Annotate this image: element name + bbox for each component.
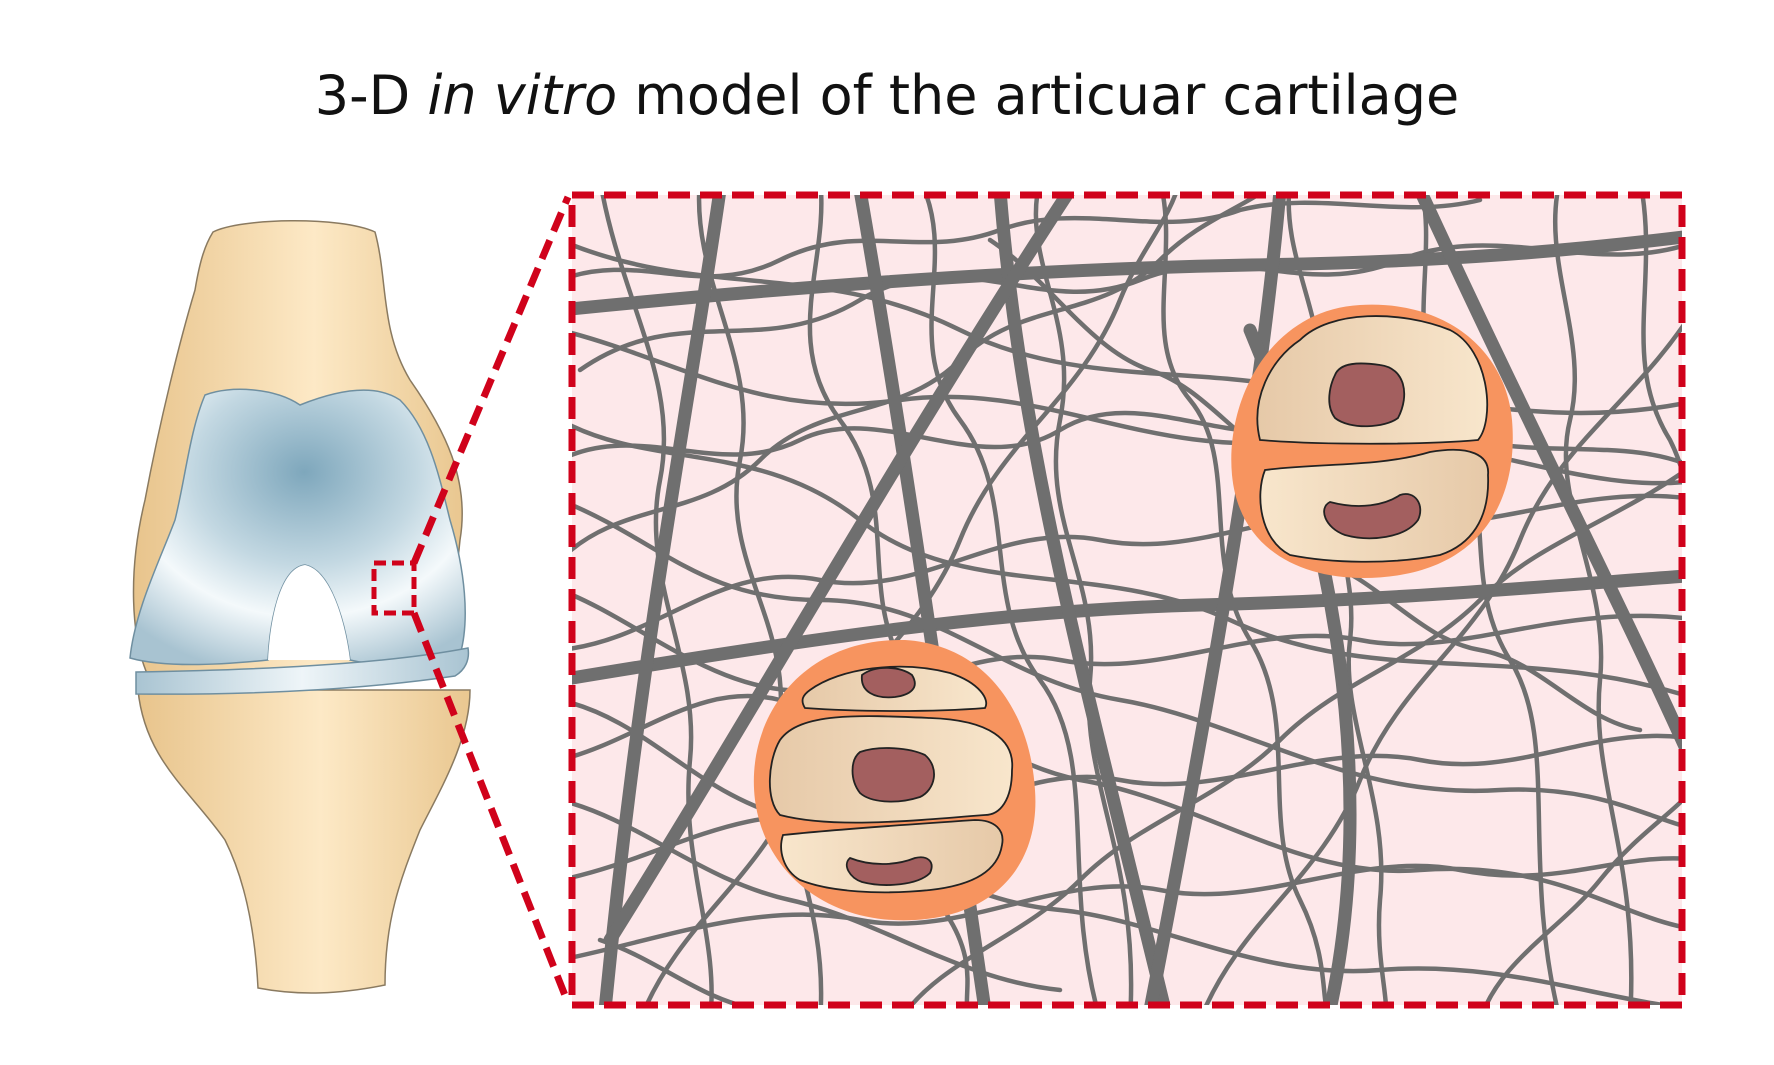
cartilage-matrix-zoom: [568, 191, 1686, 1009]
zoom-panel-frame: [568, 191, 1686, 1009]
nucleus: [845, 856, 933, 886]
figure-title: 3-D in vitro model of the articuar carti…: [0, 64, 1774, 127]
intercondylar-notch: [268, 565, 350, 660]
title-part-1: 3-D: [314, 64, 428, 127]
title-part-2: model of the articuar cartilage: [617, 64, 1460, 127]
meniscus: [135, 647, 470, 695]
nucleus: [851, 747, 935, 803]
zoom-indicator-square: [371, 560, 417, 616]
zoom-connector-top: [410, 195, 572, 565]
thick-collagen-fibers: [572, 195, 1682, 1005]
nucleus: [1328, 362, 1406, 428]
zoom-connector-bottom: [410, 611, 572, 1005]
nucleus: [1323, 493, 1422, 540]
chondrocyte: [780, 819, 1004, 894]
title-italic: in vitro: [427, 64, 618, 127]
nucleus: [861, 666, 916, 699]
tibia-bone: [137, 689, 471, 994]
knee-joint: [129, 220, 471, 994]
chondron-upper: [1231, 304, 1513, 579]
chondron-lower: [753, 639, 1036, 921]
